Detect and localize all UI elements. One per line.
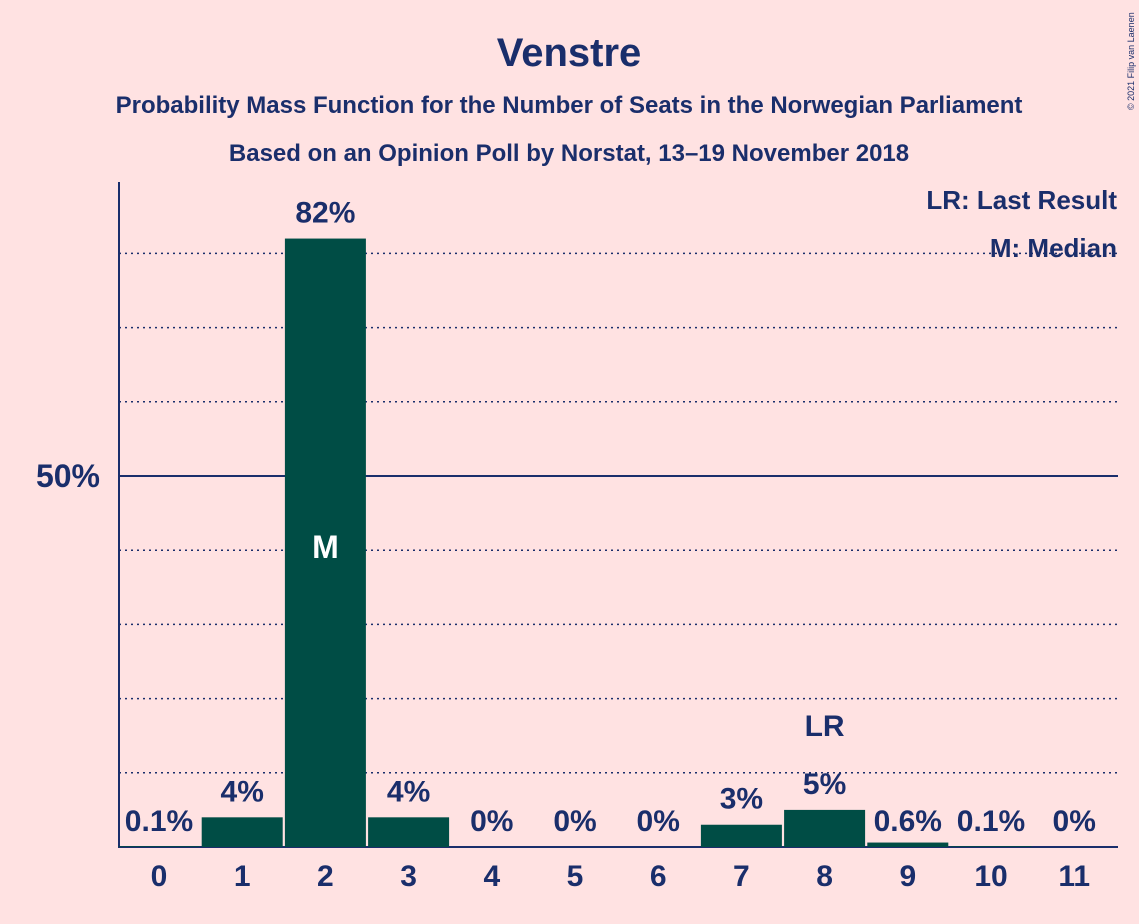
value-label-2: 82%	[295, 197, 355, 230]
value-label-1: 4%	[221, 775, 264, 808]
x-tick-1: 1	[234, 860, 251, 893]
value-label-4: 0%	[470, 805, 513, 838]
bar-7	[700, 824, 782, 847]
y-tick-50: 50%	[36, 458, 100, 494]
x-tick-7: 7	[733, 860, 750, 893]
median-marker: M	[312, 529, 339, 565]
axes	[118, 182, 1118, 848]
x-tick-6: 6	[650, 860, 667, 893]
value-label-5: 0%	[553, 805, 596, 838]
bar-10	[950, 846, 1032, 847]
last-result-marker: LR	[805, 710, 845, 743]
x-tick-5: 5	[567, 860, 584, 893]
x-tick-11: 11	[1058, 860, 1090, 893]
value-label-6: 0%	[637, 805, 680, 838]
value-label-8: 5%	[803, 768, 846, 801]
value-label-9: 0.6%	[874, 805, 942, 838]
x-tick-3: 3	[400, 860, 417, 893]
bar-2	[284, 238, 366, 847]
value-labels: 0.1% 4% 82% 4% 0% 0% 0% 3% 5% 0.6% 0.1% 0% M LR	[125, 197, 1096, 838]
chart-subtitle: Probability Mass Function for the Number…	[116, 92, 1023, 119]
y-tick-labels: 50%	[36, 458, 100, 494]
bar-1	[201, 817, 283, 847]
x-tick-labels: 0 1 2 3 4 5 6 7 8 9 10 11	[151, 860, 1090, 893]
value-label-7: 3%	[720, 783, 763, 816]
x-tick-9: 9	[899, 860, 916, 893]
bar-0	[118, 846, 200, 847]
x-tick-4: 4	[483, 860, 500, 893]
bar-8	[784, 809, 866, 847]
x-tick-2: 2	[317, 860, 334, 893]
chart-subtitle-2: Based on an Opinion Poll by Norstat, 13–…	[229, 140, 909, 167]
x-tick-10: 10	[974, 860, 1007, 893]
chart-title: Venstre	[497, 31, 642, 75]
value-label-10: 0.1%	[957, 805, 1025, 838]
bar-3	[368, 817, 450, 847]
x-tick-8: 8	[816, 860, 833, 893]
legend-last-result: LR: Last Result	[926, 185, 1117, 215]
value-label-3: 4%	[387, 775, 430, 808]
copyright-text: © 2021 Filip van Laenen	[1126, 12, 1136, 110]
bars	[118, 238, 1032, 847]
legend-median: M: Median	[990, 233, 1117, 263]
bar-9	[867, 842, 949, 847]
value-label-11: 0%	[1053, 805, 1096, 838]
value-label-0: 0.1%	[125, 805, 193, 838]
x-tick-0: 0	[151, 860, 168, 893]
gridlines	[119, 252, 1118, 774]
